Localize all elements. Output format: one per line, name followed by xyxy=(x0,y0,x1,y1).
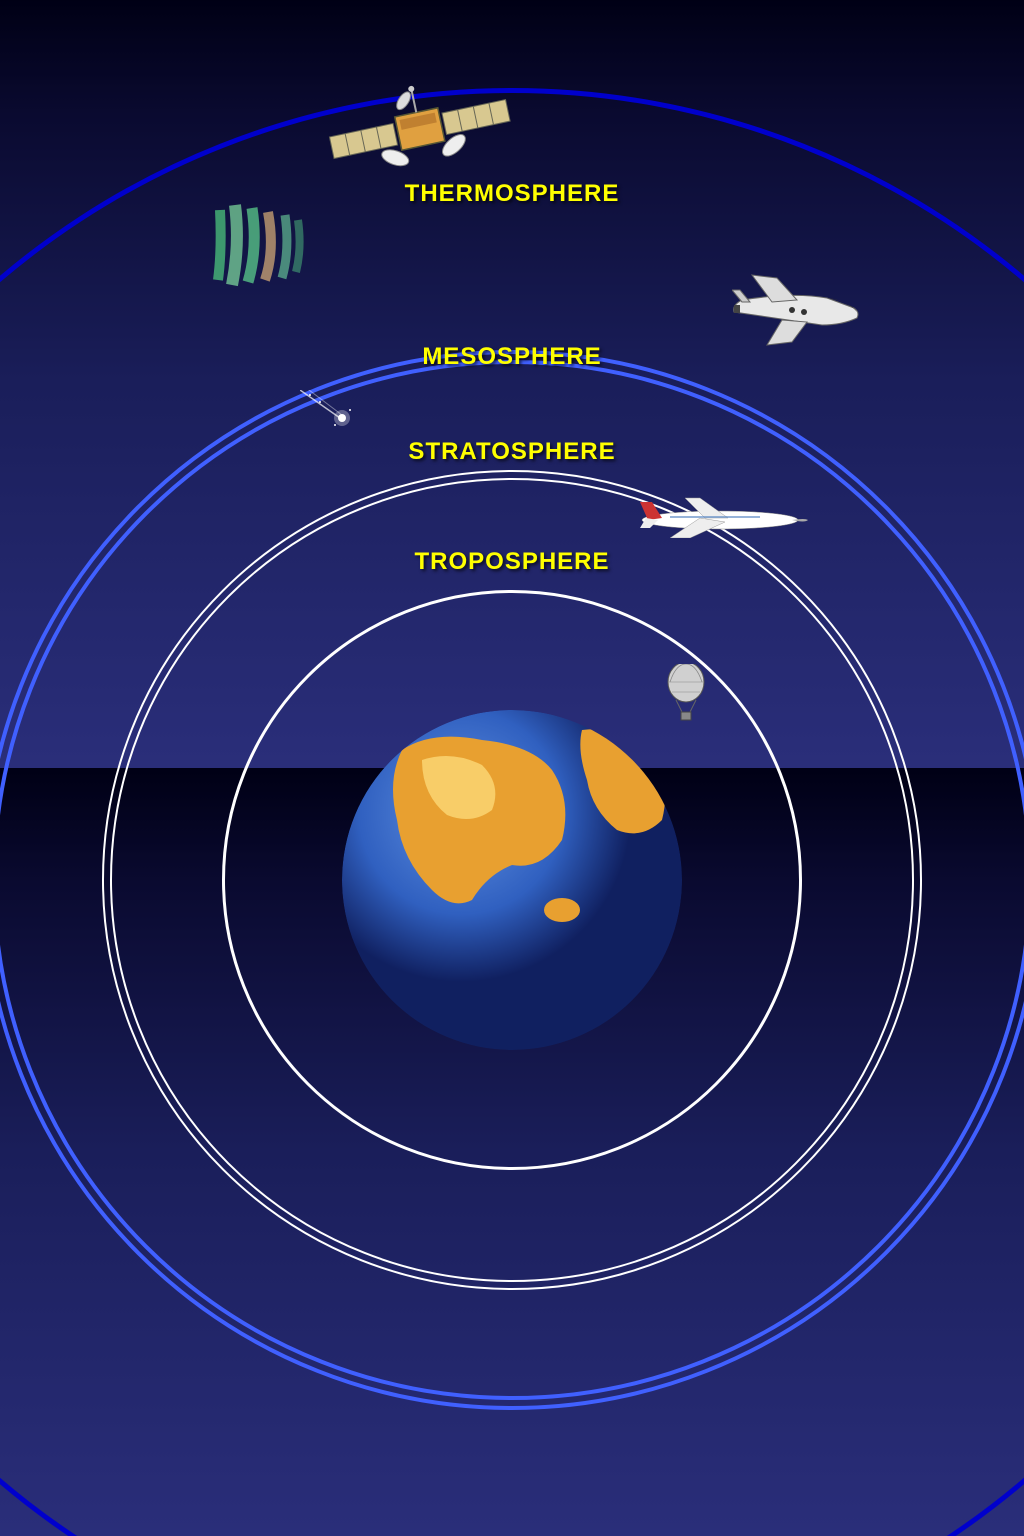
meteor-icon xyxy=(300,390,355,435)
label-troposphere: TROPOSPHERE xyxy=(414,548,609,576)
label-thermosphere: THERMOSPHERE xyxy=(405,180,620,208)
space-shuttle-icon xyxy=(732,270,862,353)
hot-air-balloon-icon xyxy=(666,664,706,729)
airplane-icon xyxy=(640,496,808,543)
earth-globe xyxy=(342,710,682,1050)
aurora-icon xyxy=(210,200,310,295)
satellite-icon xyxy=(320,70,520,195)
label-stratosphere: STRATOSPHERE xyxy=(408,438,615,466)
label-mesosphere: MESOSPHERE xyxy=(422,343,601,371)
